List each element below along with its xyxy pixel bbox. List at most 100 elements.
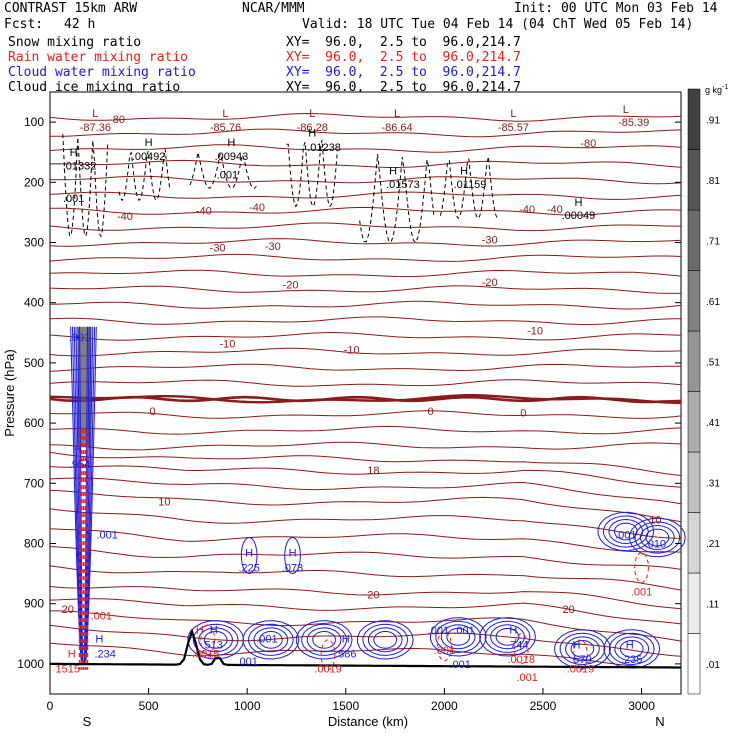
isotherm-line xyxy=(49,253,682,262)
rain-label: .0019 xyxy=(567,664,595,676)
cloud-water-label: .001 xyxy=(615,529,636,541)
y-tick-label: 500 xyxy=(24,356,44,370)
forecast-hours: 42 h xyxy=(64,17,96,32)
cloud-water-contour xyxy=(629,517,686,558)
isotherm-label: -40 xyxy=(519,204,535,216)
cloud-water-label: .954 xyxy=(69,459,90,471)
isotherm-label: -30 xyxy=(210,242,226,254)
cloud-water-label: 513 xyxy=(204,640,222,652)
colorbar-segment xyxy=(687,88,701,150)
y-tick-label: 300 xyxy=(24,236,44,250)
colorbar-segment xyxy=(687,633,701,695)
rain-contour xyxy=(320,639,336,671)
colorbar-label: .21 xyxy=(706,539,720,550)
isotherm-line xyxy=(49,508,682,539)
rain-label: .001 xyxy=(434,645,455,657)
isotherm-line xyxy=(49,379,682,387)
isotherm-line xyxy=(49,489,682,523)
terrain-surface xyxy=(50,628,681,669)
cloud-ice-contour xyxy=(359,154,435,244)
isotherm-label: 10 xyxy=(158,496,170,508)
isotherm-line xyxy=(49,586,682,610)
isotherm-label: -10 xyxy=(220,339,236,351)
colorbar-label: .41 xyxy=(706,418,720,429)
isotherm-line xyxy=(49,238,682,247)
cloud-water-contour xyxy=(253,627,289,653)
colorbar-segment xyxy=(687,451,701,513)
isotherm-label: 20 xyxy=(367,590,379,602)
x-tick-label: 1500 xyxy=(332,699,359,713)
cloud-ice-label: .00049 xyxy=(562,210,596,222)
isotherm-line xyxy=(49,206,682,216)
cloud-water-contour xyxy=(440,624,476,650)
colorbar-label: .61 xyxy=(706,297,720,308)
isotherm-line xyxy=(49,191,682,200)
cloud-water-contour xyxy=(306,627,342,653)
cloud-water-label: .001 xyxy=(453,625,474,637)
cloud-water-contour xyxy=(295,620,353,660)
isotherm-label: -30 xyxy=(265,241,281,253)
isotherm-line xyxy=(49,465,682,488)
cloud-ice-label: .01159 xyxy=(454,179,487,191)
field-name-snow: Snow mixing ratio xyxy=(8,35,142,50)
cloud-water-contour xyxy=(565,636,600,662)
isotherm-line xyxy=(49,285,682,294)
cloud-water-contour xyxy=(614,522,638,541)
colorbar-unit-exponent: -1 xyxy=(722,84,728,91)
cloud-water-contour xyxy=(240,536,258,575)
minimum-label: -86.28 xyxy=(297,122,328,134)
minimum-label: L xyxy=(92,108,98,120)
minimum-label: L xyxy=(394,108,400,120)
isotherm-line xyxy=(49,546,682,570)
isotherm-line xyxy=(49,300,682,310)
x-tick-label: 3000 xyxy=(628,699,655,713)
field-xy-snow: XY= 96.0, 2.5 to 96.0,214.7 xyxy=(286,35,521,50)
temperature-contours xyxy=(49,112,682,668)
cloud-ice-label: .01573 xyxy=(386,179,420,191)
cloud-water-label: H xyxy=(245,548,253,560)
cloud-water-contour xyxy=(242,620,300,660)
rain-label: .001 xyxy=(516,672,537,684)
cloud-ice-label: .00943 xyxy=(215,151,249,163)
cloud-water-contour xyxy=(603,629,661,669)
cloud-ice-contour xyxy=(286,139,338,208)
cloud-water-contour xyxy=(187,620,245,660)
cloud-water-contour xyxy=(639,524,675,551)
minimum-label: -85.57 xyxy=(498,122,529,134)
cloud-water-contour xyxy=(301,623,348,656)
init-time: Init: 00 UTC Mon 03 Feb 14 xyxy=(514,1,718,16)
y-tick-label: 200 xyxy=(24,175,44,189)
cloud-water-label: .234 xyxy=(95,649,116,661)
field-xy-rain: XY= 96.0, 2.5 to 96.0,214.7 xyxy=(286,50,521,65)
cloud-water-contour xyxy=(608,632,655,666)
cloud-water-label: .586 xyxy=(335,649,356,661)
cloud-water-label: .225 xyxy=(238,563,259,575)
start-label: S xyxy=(83,714,92,729)
colorbar-segment xyxy=(687,572,701,634)
minimum-label: -85.39 xyxy=(618,117,649,129)
isotherm-line xyxy=(49,624,682,657)
cloud-ice-contours xyxy=(62,134,500,244)
cloud-water-contour xyxy=(554,629,611,669)
cloud-ice-label: H xyxy=(389,165,397,177)
isotherm-line xyxy=(49,410,682,419)
cloud-ice-label: H xyxy=(227,137,235,149)
isotherm-line xyxy=(49,112,682,122)
rain-contour xyxy=(572,639,588,671)
isotherm-line xyxy=(49,477,682,505)
field-name-cloud-water: Cloud water mixing ratio xyxy=(8,65,196,80)
rain-label: .0018 xyxy=(508,654,536,666)
colorbar-segment xyxy=(687,149,701,211)
colorbar-segment xyxy=(687,209,701,271)
isotherm-label: -40 xyxy=(117,211,133,223)
x-axis-title: Distance (km) xyxy=(328,714,408,729)
colorbar-segment xyxy=(687,391,701,453)
cloud-water-contour xyxy=(559,632,606,666)
minimum-label: L xyxy=(309,108,315,120)
cloud-water-label: H xyxy=(626,640,634,652)
isotherm-line xyxy=(49,441,682,451)
cloud-water-label: H xyxy=(74,444,82,456)
isotherm-label: 20 xyxy=(62,604,74,616)
x-tick-label: 2500 xyxy=(530,699,557,713)
